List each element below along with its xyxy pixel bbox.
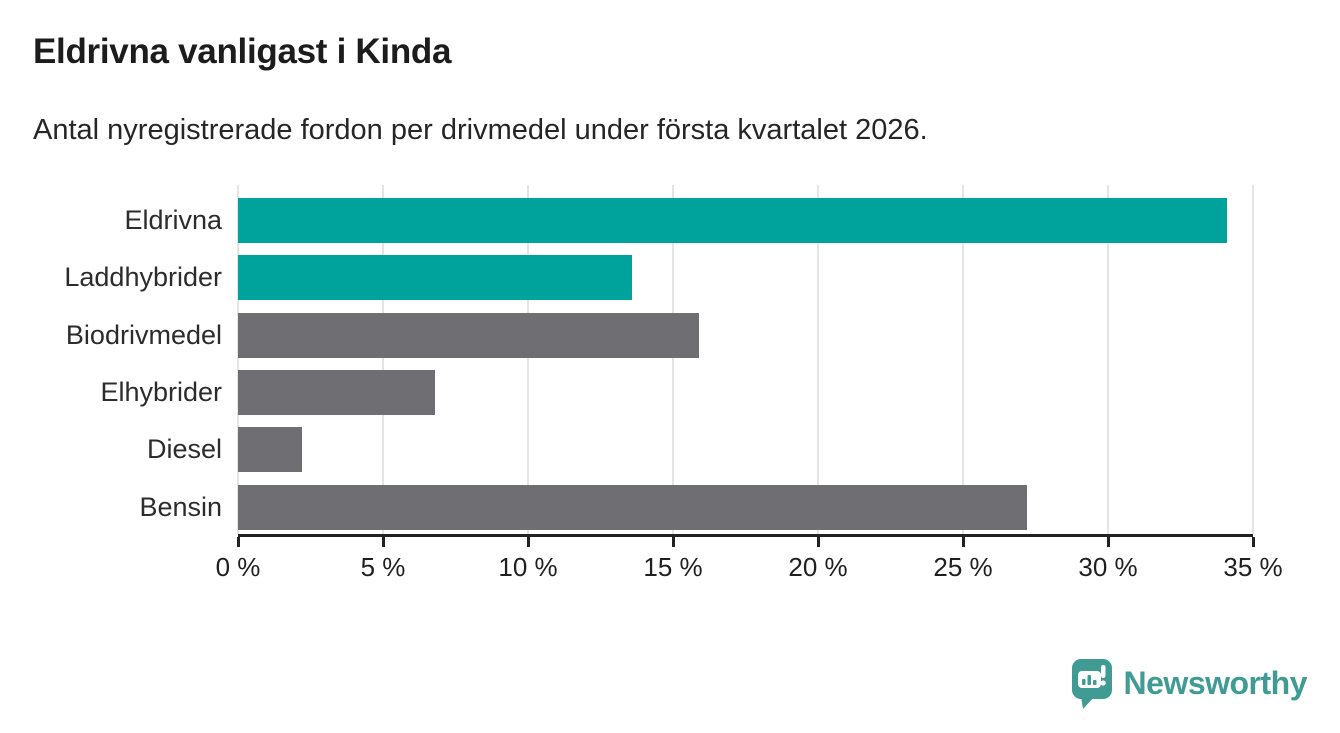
x-axis-tick	[527, 537, 530, 547]
gridline	[672, 185, 674, 534]
chart-title: Eldrivna vanligast i Kinda	[33, 32, 452, 71]
category-label: Elhybrider	[100, 376, 222, 407]
gridline	[1252, 185, 1254, 534]
bar-bensin	[238, 484, 1027, 530]
gridline	[817, 185, 819, 534]
plot-area: 0 % 5 % 10 % 15 % 20 % 25 % 30 % 35 %	[216, 185, 1283, 582]
x-axis-tick	[1252, 537, 1255, 547]
x-axis-tick	[672, 537, 675, 547]
x-axis-tick	[962, 537, 965, 547]
x-tick-label: 0 %	[215, 552, 261, 582]
chart-subtitle: Antal nyregistrerade fordon per drivmede…	[33, 114, 928, 146]
x-tick-label: 5 %	[360, 552, 406, 582]
x-tick-label: 20 %	[788, 552, 848, 582]
gridline	[1107, 185, 1109, 534]
x-axis-tick	[382, 537, 385, 547]
brand-footer: Newsworthy	[1070, 657, 1308, 710]
x-axis-tick	[237, 537, 240, 547]
x-axis-tick	[817, 537, 820, 547]
gridline	[527, 185, 529, 534]
gridline	[382, 185, 384, 534]
x-axis-tick	[1107, 537, 1110, 547]
x-tick-label: 35 %	[1223, 552, 1283, 582]
gridline	[962, 185, 964, 534]
bar-chart: Eldrivna Laddhybrider Biodrivmedel Elhybrid…	[0, 185, 1340, 615]
category-label: Eldrivna	[124, 205, 222, 235]
category-label: Laddhybrider	[64, 262, 222, 293]
x-tick-label: 25 %	[933, 552, 993, 582]
gridline	[237, 185, 239, 534]
x-tick-label: 15 %	[643, 552, 703, 582]
bar-laddhybrider	[238, 255, 633, 301]
newsworthy-logo-icon	[1070, 657, 1114, 710]
category-label: Biodrivmedel	[65, 319, 222, 350]
x-tick-label: 10 %	[498, 552, 558, 582]
bar-diesel	[238, 427, 302, 473]
brand-name: Newsworthy	[1123, 665, 1308, 701]
category-label: Diesel	[146, 434, 222, 465]
bar-biodrivmedel	[238, 312, 700, 358]
bar-elhybrider	[238, 369, 436, 415]
category-axis: Eldrivna Laddhybrider Biodrivmedel Elhybrid…	[0, 185, 222, 534]
category-label: Bensin	[139, 491, 222, 522]
x-tick-label: 30 %	[1078, 552, 1138, 582]
bar-eldrivna	[238, 198, 1227, 243]
